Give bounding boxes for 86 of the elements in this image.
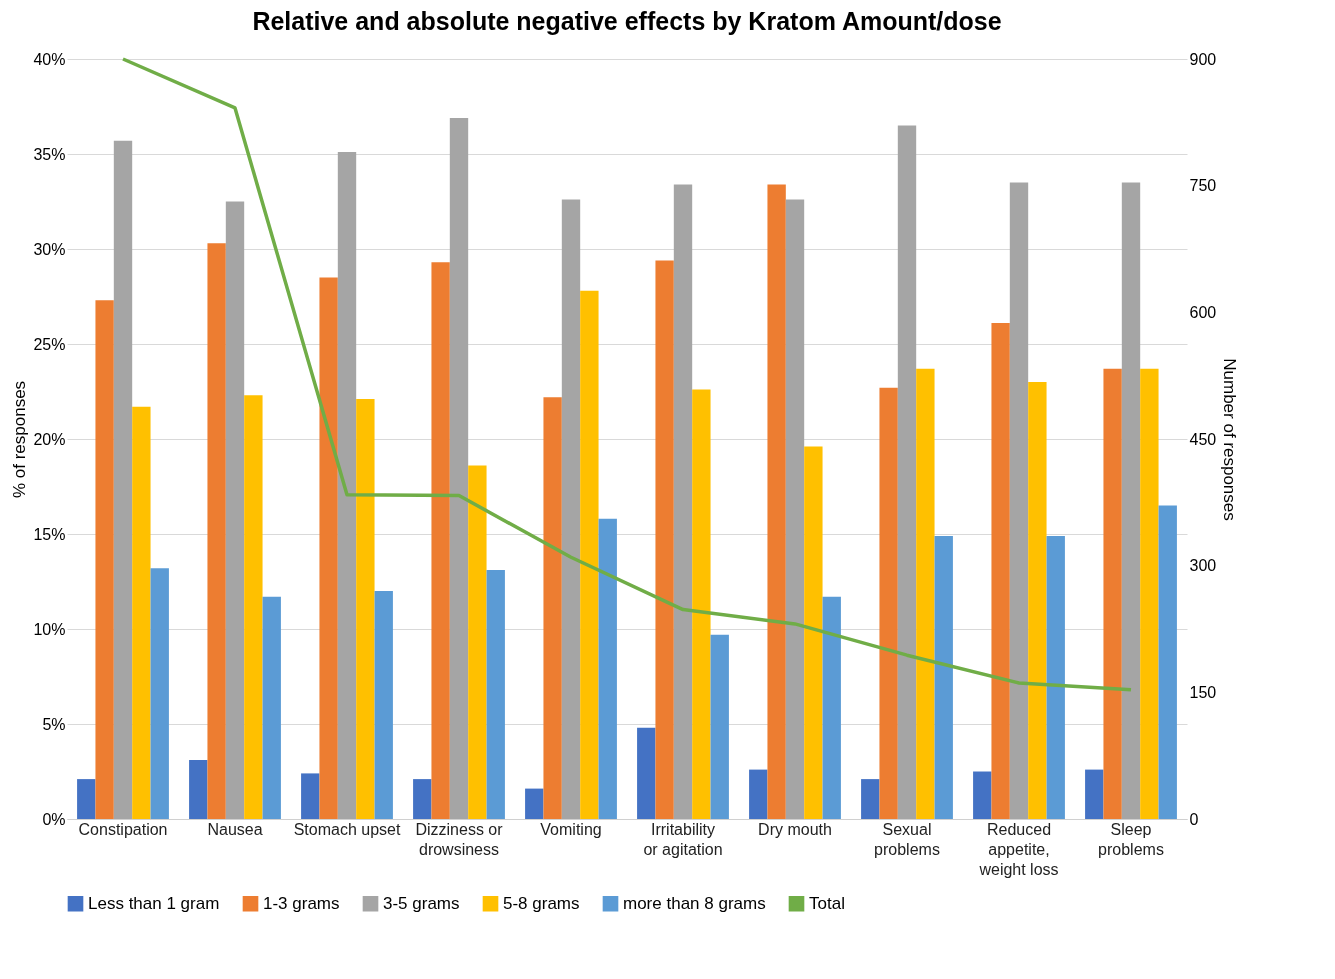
bar: [1085, 769, 1104, 819]
bar: [374, 591, 393, 819]
x-tick-label: Sexual problems: [874, 820, 940, 858]
y2-tick-label: 0: [1189, 810, 1199, 828]
bar: [449, 117, 469, 819]
bar: [486, 570, 505, 819]
bar: [319, 277, 338, 819]
y-tick-label: 10%: [33, 620, 66, 638]
y-tick-label: 5%: [42, 715, 66, 733]
bar: [637, 727, 656, 819]
bar: [785, 199, 805, 819]
x-tick-label: Vomiting: [540, 820, 602, 838]
x-tick-label: Constipation: [78, 820, 168, 838]
bar: [77, 779, 96, 819]
bar: [113, 140, 133, 819]
bar: [710, 634, 729, 819]
y-tick-label: 0%: [42, 810, 66, 828]
bar: [934, 535, 953, 819]
y2-tick-label: 600: [1189, 303, 1217, 321]
bar: [861, 779, 880, 819]
bar: [598, 518, 617, 819]
x-tick-label: Sleep problems: [1098, 820, 1164, 858]
y2-tick-label: 750: [1189, 177, 1217, 195]
y2-tick-label: 900: [1189, 50, 1217, 68]
x-tick-label: Dizziness or drowsiness: [415, 820, 504, 858]
bar: [580, 290, 599, 819]
bar: [150, 568, 169, 819]
y-tick-label: 30%: [33, 240, 66, 258]
y-tick-label: 40%: [33, 50, 66, 68]
line-series: [121, 57, 1133, 692]
bar: [95, 300, 114, 819]
y-tick-label: 20%: [33, 430, 66, 448]
bar: [879, 387, 898, 819]
bar: [973, 771, 992, 819]
bar: [132, 406, 151, 819]
bar: [561, 199, 581, 819]
y2-axis-title: Number of responses: [1220, 358, 1240, 521]
bar: [356, 399, 375, 819]
legend-label: 5-8 grams: [503, 893, 580, 913]
bar: [1103, 368, 1122, 819]
bar: [225, 201, 245, 819]
bar: [189, 760, 208, 819]
bar: [262, 596, 281, 819]
legend-label: 1-3 grams: [263, 893, 340, 913]
x-tick-label: Dry mouth: [758, 820, 832, 838]
bar: [431, 262, 450, 819]
bar: [1158, 505, 1177, 819]
legend-label: more than 8 grams: [623, 893, 766, 913]
bar: [1009, 182, 1029, 819]
bar: [673, 184, 693, 819]
legend-label: Total: [809, 893, 845, 913]
bar: [804, 446, 823, 819]
x-tick-label: Stomach upset: [293, 820, 401, 838]
bar: [897, 125, 917, 819]
x-tick-label: Irritability or agitation: [643, 820, 723, 858]
chart-title: Relative and absolute negative effects by Kratom Amount/dose: [252, 7, 1002, 35]
bar: [692, 389, 711, 819]
y2-tick-label: 300: [1189, 557, 1217, 575]
bar: [337, 152, 357, 819]
legend-label: 3-5 grams: [383, 893, 460, 913]
y-tick-label: 15%: [33, 525, 66, 543]
y-tick-label: 35%: [33, 145, 66, 163]
y-axis-title: % of responses: [10, 380, 30, 499]
bar: [1140, 368, 1159, 819]
bar: [468, 465, 487, 819]
bar: [991, 323, 1010, 819]
bar: [655, 260, 674, 819]
bar: [749, 769, 768, 819]
bar: [543, 397, 562, 819]
y-tick-label: 25%: [33, 335, 66, 353]
y2-tick-label: 150: [1189, 683, 1217, 701]
bar: [525, 788, 544, 819]
bar: [1028, 382, 1047, 819]
bar: [244, 395, 263, 819]
bar: [1046, 535, 1065, 819]
x-tick-label: Nausea: [207, 820, 263, 838]
bar: [822, 596, 841, 819]
bar: [1121, 182, 1141, 819]
bar: [916, 368, 935, 819]
y2-tick-label: 450: [1189, 430, 1217, 448]
legend-label: Less than 1 gram: [88, 893, 220, 913]
bar: [413, 779, 432, 819]
x-tick-label: Reduced appetite, weight loss: [978, 820, 1059, 878]
bar: [301, 773, 320, 819]
bar: [207, 243, 226, 819]
bar: [767, 184, 786, 819]
